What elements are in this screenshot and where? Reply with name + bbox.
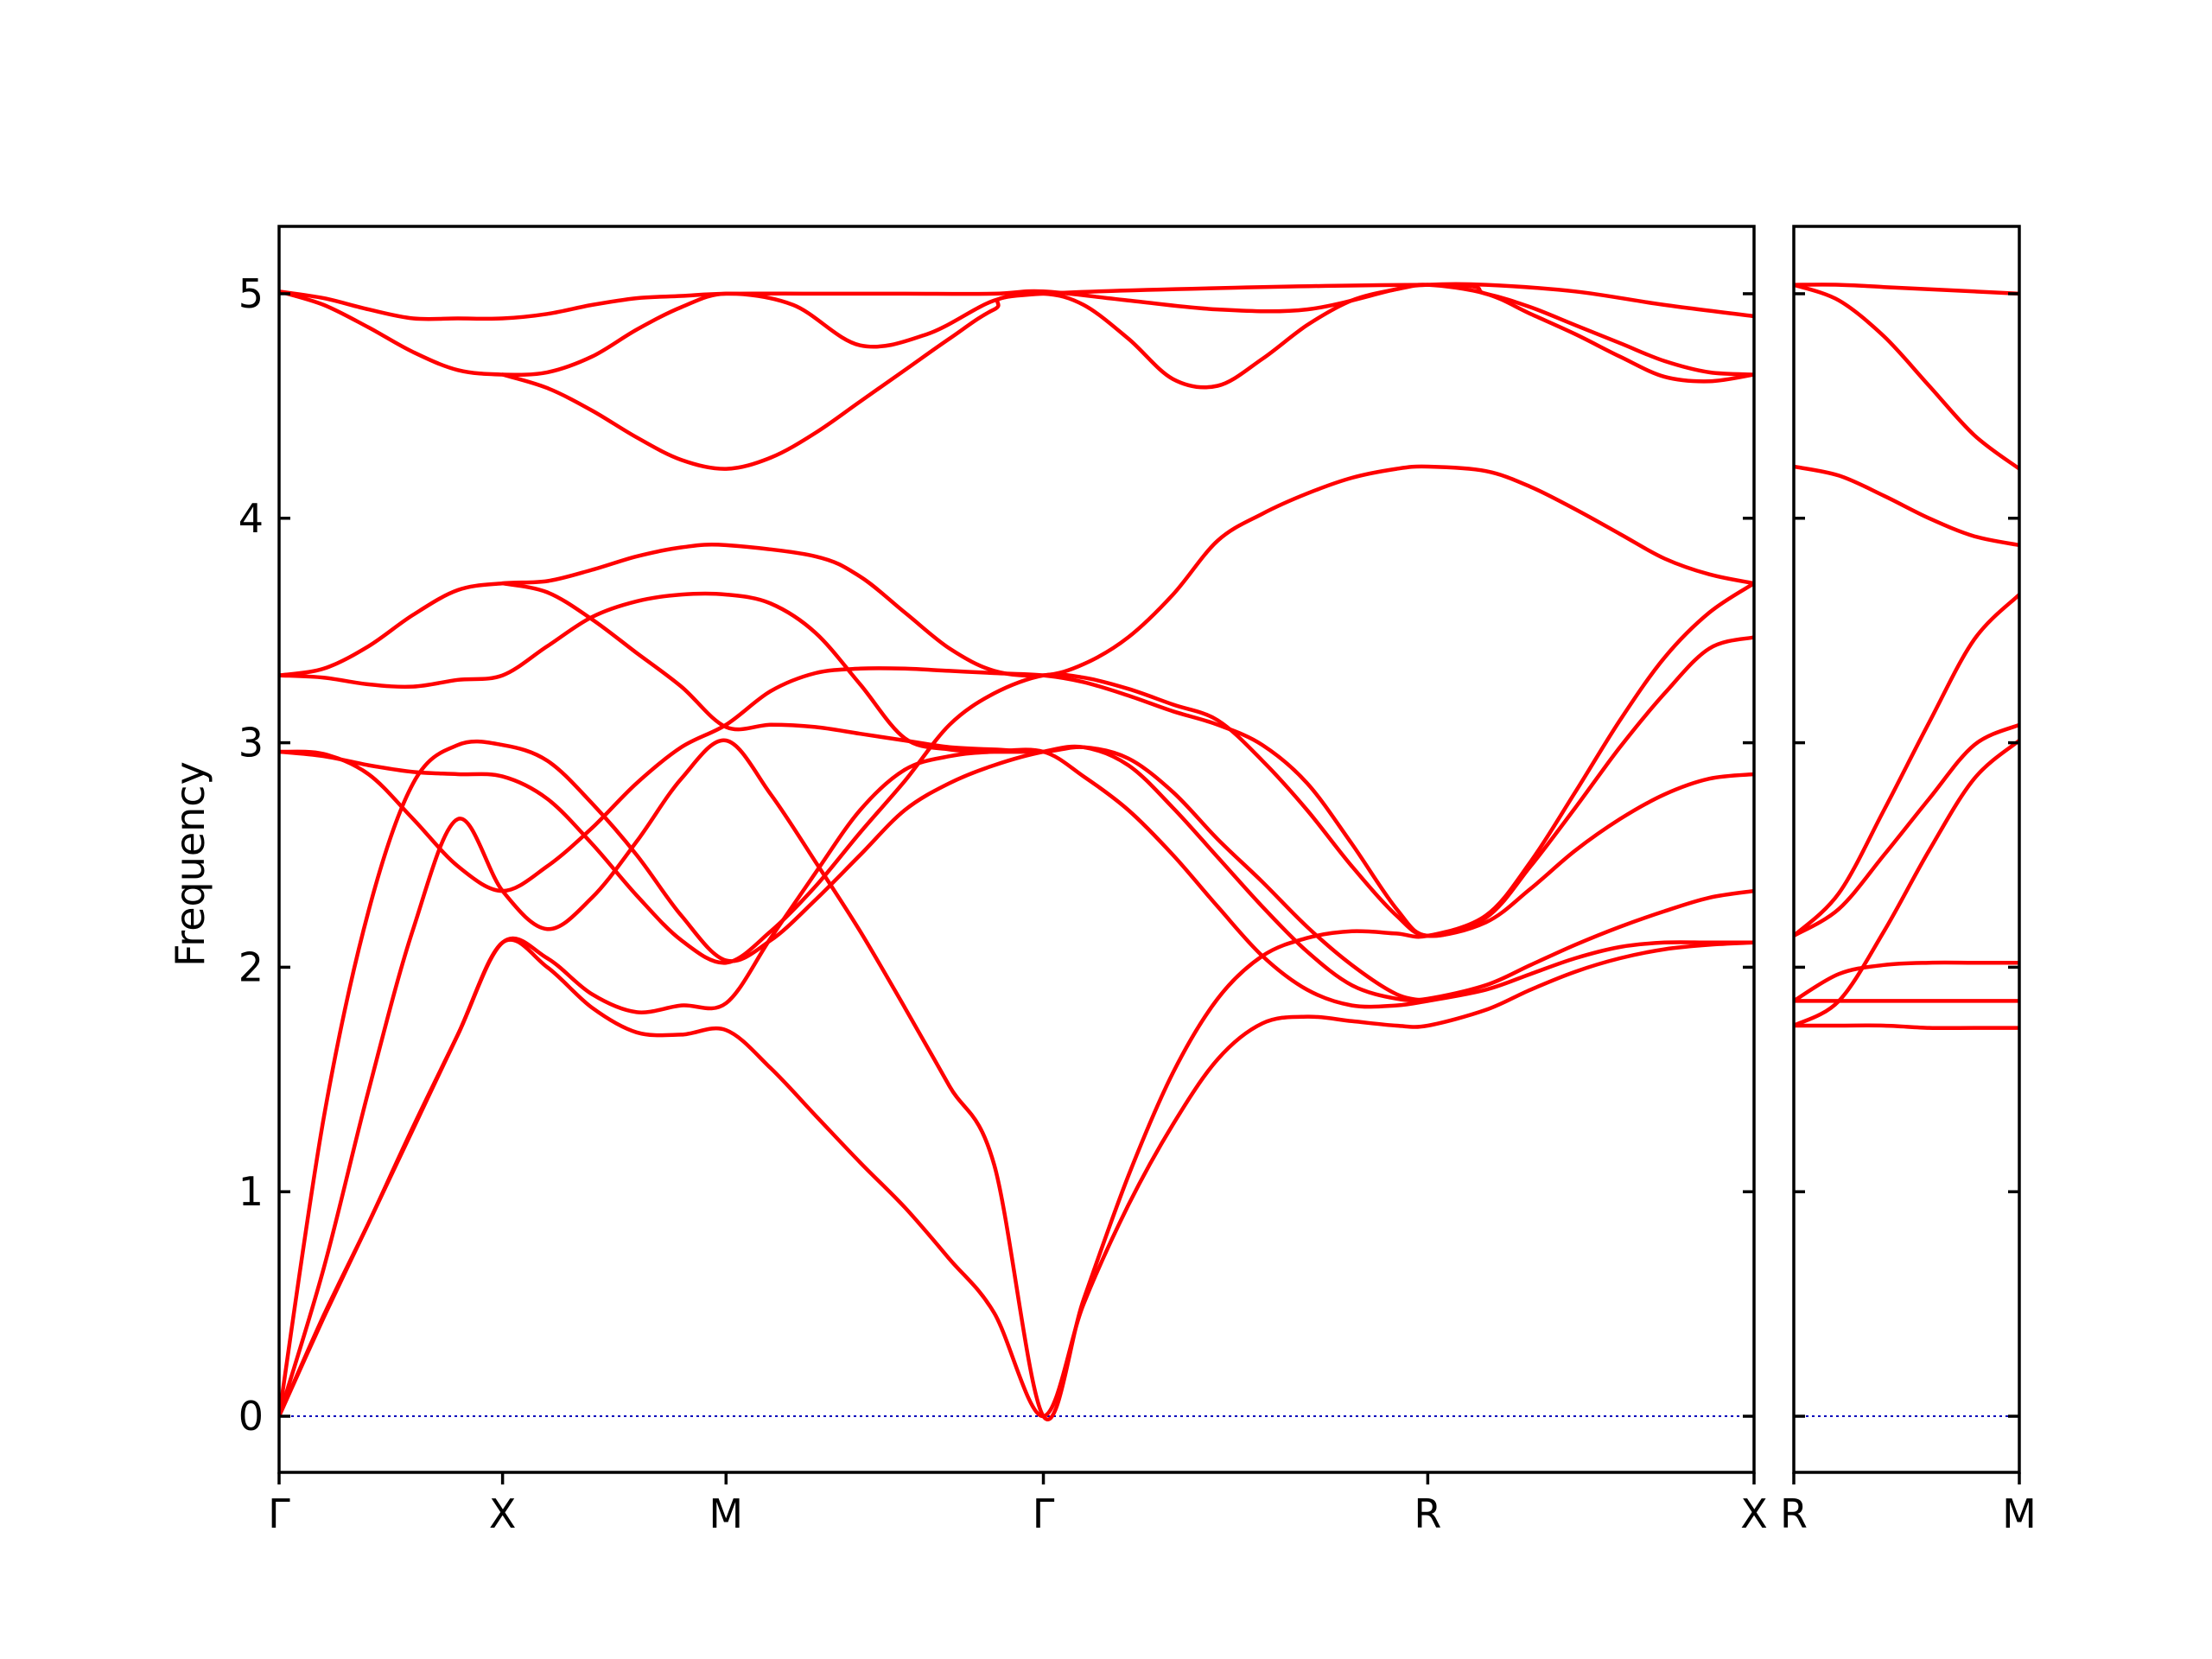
panel-frame [1792, 225, 2021, 1474]
band-side-4 [1794, 592, 2019, 938]
x-tick-label: Γ [1033, 1491, 1055, 1537]
x-tick-label: R [1780, 1491, 1808, 1537]
band-side-7 [1794, 960, 2019, 1003]
y-axis-label: Frequency [167, 761, 213, 967]
x-tick-label: Γ [268, 1491, 290, 1537]
x-tick-label: X [489, 1491, 517, 1537]
band-main-3 [500, 283, 1754, 471]
band-main-9 [279, 581, 1754, 1421]
band-main-6 [500, 581, 1430, 1003]
x-tick-label: M [709, 1491, 743, 1537]
band-side-2 [1794, 283, 2019, 471]
y-tick-label: 5 [238, 270, 264, 317]
band-main-7 [279, 672, 1754, 965]
panel-frame [277, 225, 1756, 1474]
y-tick-label: 4 [238, 495, 264, 542]
band-side-5 [1794, 722, 2019, 938]
band-group [1794, 283, 2019, 1031]
band-main-12 [279, 938, 1754, 1419]
y-tick-label: 3 [238, 720, 264, 766]
x-tick-label: M [2002, 1491, 2037, 1537]
band-side-9 [1794, 1023, 2019, 1031]
x-tick-label: R [1414, 1491, 1441, 1537]
panel-main: 0 1 2 3 4 5 Γ X M Γ R X [238, 225, 1768, 1537]
y-tick-label: 0 [238, 1393, 264, 1440]
band-main-2 [279, 283, 1754, 390]
x-tick-label: X [1740, 1491, 1768, 1537]
y-tick-label: 2 [238, 944, 264, 990]
band-main-10 [279, 739, 1754, 1419]
y-tick-label: 1 [238, 1168, 264, 1215]
band-group [279, 282, 1754, 1421]
band-main-8 [279, 635, 1754, 938]
band-side-1 [1794, 283, 2019, 296]
band-side-3 [1794, 464, 2019, 548]
